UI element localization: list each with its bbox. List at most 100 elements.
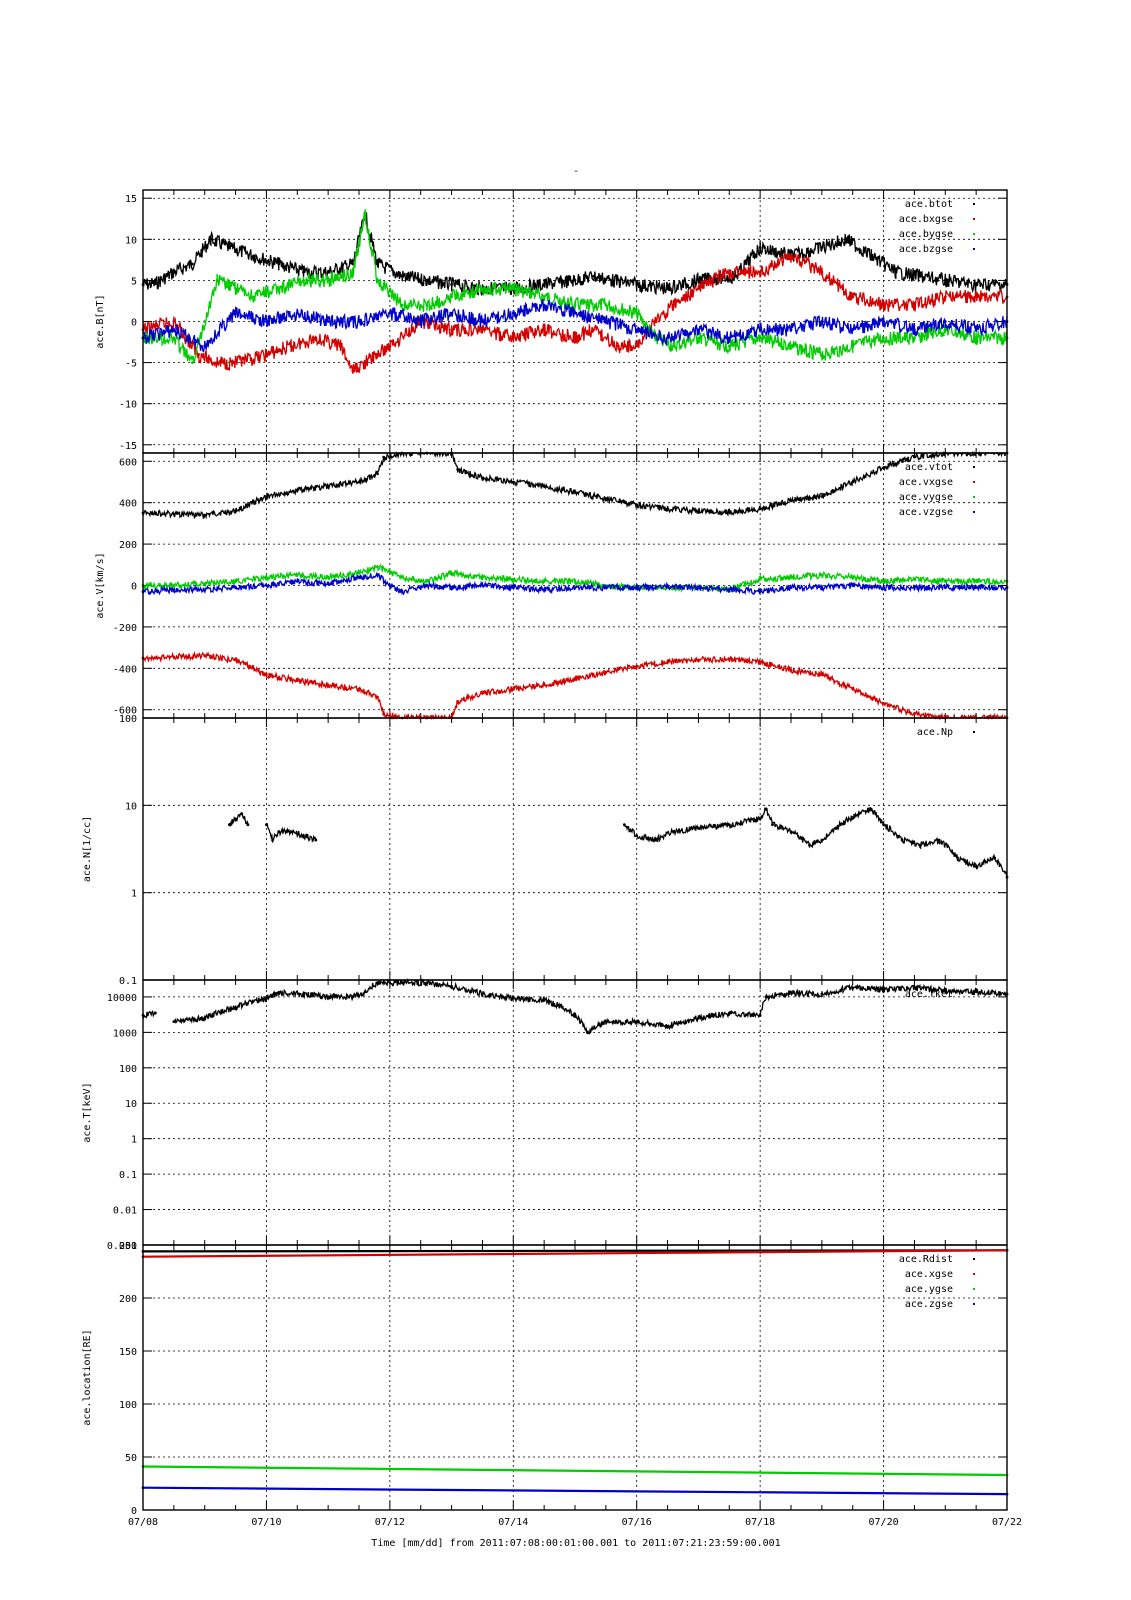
legend-label: ace.zgse [905,1299,953,1310]
legend-marker [973,466,975,468]
data-point [697,658,700,662]
series-trace [228,811,249,828]
data-point [153,282,157,286]
data-point [913,455,916,459]
data-point [481,476,484,480]
data-point [215,279,219,282]
data-point [882,586,885,589]
data-point [573,311,577,315]
data-point [758,270,762,274]
data-point [573,279,577,282]
data-point [943,328,947,332]
data-point [851,480,855,484]
panel-2: -600 -400 -200 0 200 400 600 ace.V[km/s] ace.vto… [95,450,1009,721]
data-point [851,328,855,332]
data-point [295,573,299,577]
data-point [228,246,231,249]
data-point [450,984,453,988]
x-tick-label: 07/16 [622,1517,652,1528]
data-point [400,303,404,307]
legend-marker [973,481,975,483]
data-point [974,283,978,286]
data-point [919,274,922,278]
data-point [326,582,330,585]
data-point [974,990,978,994]
data-point [240,812,244,816]
series-trace [142,298,1008,353]
data-point [758,577,762,581]
data-point [838,823,842,827]
data-point [913,712,916,716]
data-point [265,575,268,579]
y-tick-label: 10 [125,1099,137,1110]
legend-marker [973,1273,975,1275]
data-point [203,1016,207,1020]
data-point [758,817,762,821]
y-tick-label: -400 [113,664,137,675]
data-point [511,287,515,291]
data-point [351,270,355,274]
data-point [153,511,157,515]
data-point [727,270,731,274]
y-tick-label: 1 [131,1135,137,1146]
data-point [789,254,793,258]
data-point [666,660,669,664]
data-point [789,668,793,672]
data-point [869,807,873,811]
data-point [542,283,546,286]
data-point [240,361,244,364]
legend-marker [973,203,975,205]
data-point [351,369,355,373]
y-tick-label: -15 [119,441,137,452]
y-tick-label: -600 [113,706,137,717]
data-point [425,584,429,587]
data-point [820,246,824,249]
series-trace [142,650,1008,721]
data-point [481,992,484,996]
data-point [425,981,429,985]
data-point [511,997,515,1000]
data-point [919,843,922,847]
data-point [727,1011,731,1015]
series-ace-Tket [141,977,1009,1035]
data-point [456,700,460,703]
data-point [252,295,256,299]
data-point [882,823,885,827]
data-point [326,683,330,687]
data-point [727,823,731,827]
data-point [388,344,392,348]
data-point [450,586,453,589]
data-point [758,1014,762,1017]
legend-label: ace.Np [917,727,953,738]
legend-label: ace.Rdist [899,1254,953,1265]
x-tick-label: 07/10 [251,1517,281,1528]
panel-frame [142,717,1008,981]
data-point [203,344,207,348]
series-trace [142,1465,1008,1477]
y-tick-label: 5 [131,276,137,287]
data-point [542,295,546,299]
data-point [400,575,404,579]
y-tick-label: 50 [125,1453,137,1464]
data-point [758,507,762,511]
y-axis-label: ace.location[RE] [82,1329,93,1425]
series-trace [142,211,1008,296]
data-point [672,303,676,307]
data-point [882,579,885,583]
data-point [820,320,824,323]
data-point [820,573,824,577]
data-point [197,352,200,356]
data-point [542,998,546,1002]
data-point [913,586,916,589]
data-point [326,484,330,488]
data-point [339,344,342,348]
data-point [295,488,299,492]
data-point [604,303,608,307]
data-point [542,579,546,583]
data-point [604,320,608,323]
series-trace [623,806,1008,878]
panels: -15-10-5051015ace.B[nT]ace.btotace.bxgse… [82,189,1022,1528]
x-tick-label: 07/08 [128,1517,158,1528]
y-tick-label: -5 [125,359,137,370]
